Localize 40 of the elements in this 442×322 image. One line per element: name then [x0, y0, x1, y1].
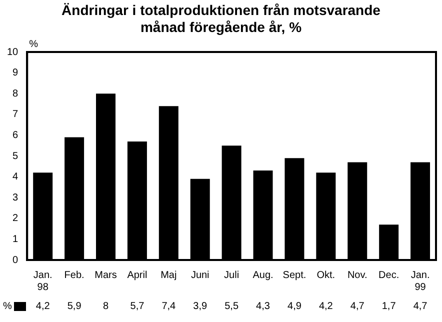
x-tick-label: Jan. 98	[33, 270, 52, 293]
data-label: 4,2	[36, 300, 50, 312]
legend-label: %	[3, 300, 12, 312]
data-label: 4,9	[288, 300, 302, 312]
y-tick-label: 5	[12, 150, 19, 162]
x-tick-label: Nov.	[347, 270, 368, 281]
data-label: 5,9	[67, 300, 82, 312]
data-label: 4,2	[318, 300, 334, 312]
x-tick-label: Aug.	[252, 270, 274, 281]
data-label: 8	[102, 300, 109, 312]
y-tick-label: 0	[12, 254, 19, 266]
data-label: 4,7	[350, 300, 365, 312]
x-tick-label: Okt.	[316, 270, 336, 281]
y-tick-label: 1	[12, 234, 19, 245]
x-tick-label: Maj	[160, 270, 177, 281]
y-tick-label: 6	[12, 130, 19, 141]
x-tick-label: Mars	[94, 270, 117, 281]
y-tick-label: 8	[12, 88, 19, 100]
x-tick-label: Jan. 99	[410, 270, 430, 293]
data-label: 1,7	[382, 300, 396, 312]
data-label: 3,9	[193, 300, 208, 312]
data-label: 5,7	[130, 300, 145, 312]
y-tick-label: 7	[12, 109, 19, 120]
x-tick-label: Dec.	[378, 270, 400, 281]
y-tick-label: 4	[12, 172, 19, 183]
x-tick-label: Feb.	[64, 270, 84, 281]
x-tick-label: April	[127, 270, 148, 281]
data-label: 7,4	[162, 300, 176, 312]
x-tick-label: Juni	[190, 270, 210, 281]
data-label: 5,5	[224, 300, 239, 312]
data-label: 4,3	[256, 300, 270, 312]
chart-title: Ändringar i totalproduktionen från motsvarande månad föregående år, %	[60, 2, 382, 36]
y-tick-label: 2	[12, 213, 19, 224]
data-label: 4,7	[413, 300, 428, 312]
x-tick-label: Juli	[224, 270, 240, 281]
y-tick-label: 3	[12, 192, 19, 204]
y-tick-label: 10	[7, 46, 19, 58]
x-tick-label: Sept.	[282, 270, 306, 281]
y-tick-label: 9	[12, 68, 19, 79]
y-axis-title: %	[29, 38, 38, 50]
